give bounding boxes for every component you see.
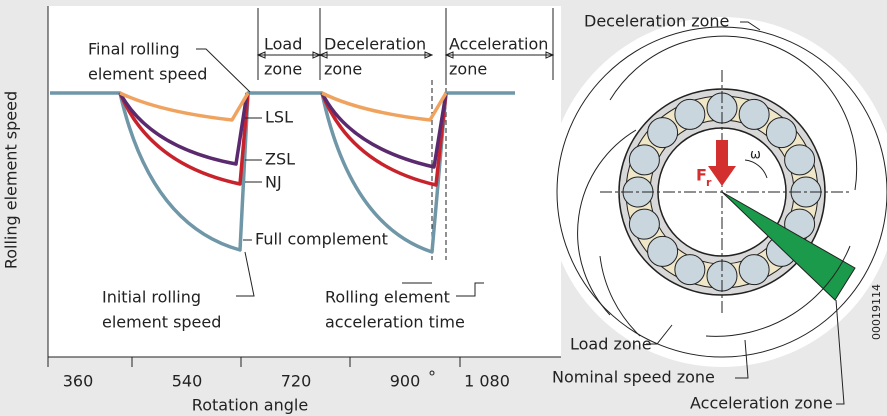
- x-ticks: [47, 357, 461, 367]
- annotation: zone: [324, 60, 362, 79]
- annotation: zone: [449, 60, 487, 79]
- curve-label: Full complement: [255, 230, 388, 249]
- curve-zsl: [118, 92, 448, 169]
- x-tick-label: 540: [172, 372, 203, 391]
- annotation: Final rolling: [88, 40, 180, 59]
- roller: [674, 254, 706, 286]
- curve-label: ZSL: [265, 150, 295, 169]
- annotation: element speed: [102, 313, 221, 332]
- roller: [784, 144, 816, 176]
- annotation: Initial rolling: [102, 288, 201, 307]
- bearing-label: Nominal speed zone: [552, 368, 715, 387]
- bearing-label: Acceleration zone: [690, 394, 833, 413]
- x-tick-label: °: [428, 368, 436, 387]
- annotation: Deceleration: [324, 35, 426, 54]
- force-subscript: r: [706, 176, 712, 189]
- roller: [647, 117, 679, 149]
- leader-lines: [196, 48, 484, 297]
- figure-id: 00019114: [870, 284, 883, 340]
- curve-full-complement: [50, 91, 515, 254]
- roller: [674, 98, 706, 130]
- roller: [628, 144, 660, 176]
- bearing: [556, 21, 887, 405]
- roller: [765, 117, 797, 149]
- x-axis-label: Rotation angle: [192, 396, 308, 415]
- zone-lines: [257, 8, 554, 80]
- annotation: acceleration time: [325, 313, 465, 332]
- roller: [738, 98, 770, 130]
- x-tick-label: 360: [63, 372, 94, 391]
- roller: [647, 235, 679, 267]
- x-tick-label: 1 080: [464, 372, 510, 391]
- roller: [628, 208, 660, 240]
- x-tick-label: 720: [281, 372, 312, 391]
- annotation: zone: [264, 60, 302, 79]
- bearing-label: Deceleration zone: [584, 12, 729, 31]
- force-label: F: [696, 166, 707, 185]
- curves: [50, 91, 515, 254]
- roller: [738, 254, 770, 286]
- omega-label: ω: [750, 148, 761, 163]
- annotation: Acceleration: [449, 35, 548, 54]
- curve-label: LSL: [265, 108, 293, 127]
- dashed-lines: [431, 80, 447, 260]
- curve-nj: [118, 92, 448, 187]
- bearing-label: Load zone: [570, 335, 652, 354]
- annotation: Load: [264, 35, 302, 54]
- annotation: Rolling element: [325, 288, 450, 307]
- curve-lsl: [119, 91, 448, 122]
- plot-area: [48, 6, 561, 357]
- annotation: element speed: [88, 65, 207, 84]
- curve-label: NJ: [265, 173, 282, 192]
- zone-arrows: [256, 51, 555, 59]
- y-axis-label: Rolling element speed: [2, 91, 21, 269]
- x-tick-label: 900: [390, 372, 421, 391]
